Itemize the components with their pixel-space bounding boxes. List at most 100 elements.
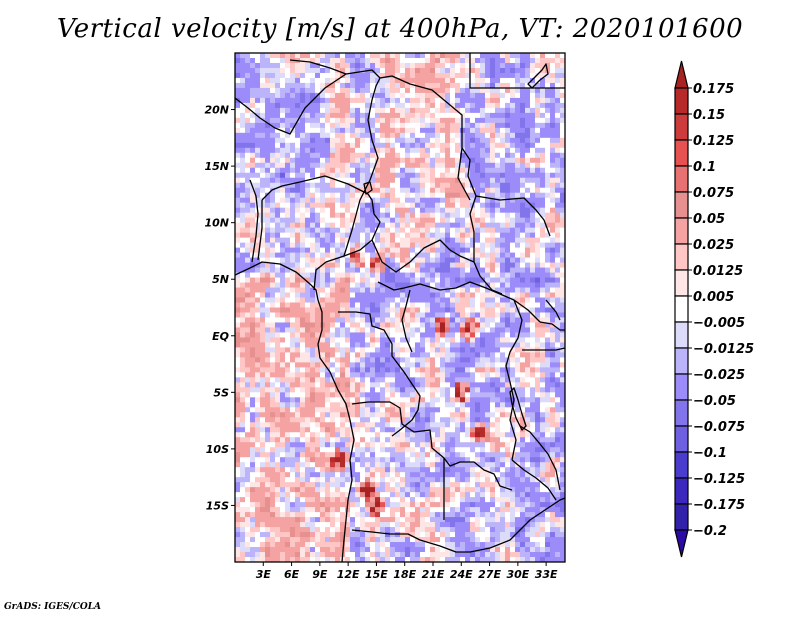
field-cell bbox=[380, 107, 386, 114]
field-cell bbox=[275, 247, 281, 254]
field-cell bbox=[305, 412, 311, 418]
field-cell bbox=[280, 222, 286, 229]
field-cell bbox=[415, 277, 421, 284]
field-cell bbox=[535, 127, 541, 134]
field-cell bbox=[235, 407, 241, 413]
field-cell bbox=[425, 397, 431, 403]
field-cell bbox=[240, 322, 246, 329]
field-cell bbox=[280, 62, 286, 69]
field-cell bbox=[525, 142, 531, 149]
field-cell bbox=[550, 112, 556, 119]
field-cell bbox=[460, 217, 466, 224]
field-cell bbox=[545, 272, 551, 279]
field-cell bbox=[340, 337, 346, 344]
field-cell bbox=[235, 397, 241, 403]
field-cell bbox=[300, 272, 306, 279]
field-cell bbox=[445, 132, 451, 139]
field-cell bbox=[350, 252, 356, 259]
field-cell bbox=[400, 252, 406, 259]
field-cell bbox=[485, 177, 491, 184]
field-cell bbox=[260, 97, 266, 104]
field-cell bbox=[250, 62, 256, 69]
field-cell bbox=[390, 242, 396, 249]
field-cell bbox=[445, 187, 451, 194]
field-cell bbox=[490, 232, 496, 239]
field-cell bbox=[515, 127, 521, 134]
field-cell bbox=[435, 207, 441, 214]
field-cell bbox=[320, 362, 326, 368]
field-cell bbox=[350, 127, 356, 134]
field-cell bbox=[260, 172, 266, 179]
field-cell bbox=[365, 157, 371, 164]
field-cell bbox=[245, 112, 251, 119]
field-cell bbox=[285, 347, 291, 354]
field-cell bbox=[380, 292, 386, 299]
field-cell bbox=[505, 392, 511, 398]
field-cell bbox=[330, 127, 336, 134]
field-cell bbox=[295, 187, 301, 194]
field-cell bbox=[500, 322, 506, 329]
field-cell bbox=[305, 392, 311, 398]
field-cell bbox=[330, 267, 336, 274]
field-cell bbox=[275, 212, 281, 219]
field-cell bbox=[430, 147, 436, 154]
field-cell bbox=[400, 182, 406, 189]
field-cell bbox=[345, 422, 351, 428]
field-cell bbox=[280, 202, 286, 209]
field-cell bbox=[340, 167, 346, 174]
field-cell bbox=[390, 427, 396, 433]
field-cell bbox=[265, 397, 271, 403]
field-cell bbox=[485, 312, 491, 319]
field-cell bbox=[440, 267, 446, 274]
field-cell bbox=[250, 417, 256, 423]
field-cell bbox=[410, 212, 416, 219]
field-cell bbox=[295, 322, 301, 329]
field-cell bbox=[350, 112, 356, 119]
field-cell bbox=[265, 257, 271, 264]
field-cell bbox=[465, 222, 471, 229]
field-cell bbox=[475, 347, 481, 354]
field-cell bbox=[360, 92, 366, 99]
field-cell bbox=[400, 112, 406, 119]
field-cell bbox=[360, 407, 366, 413]
field-cell bbox=[480, 87, 486, 94]
field-cell bbox=[320, 322, 326, 329]
field-cell bbox=[375, 322, 381, 329]
field-cell bbox=[510, 127, 516, 134]
field-cell bbox=[400, 362, 406, 368]
field-cell bbox=[405, 137, 411, 144]
field-cell bbox=[525, 157, 531, 164]
field-cell bbox=[270, 97, 276, 104]
field-cell bbox=[355, 267, 361, 274]
field-cell bbox=[510, 102, 516, 109]
field-cell bbox=[430, 342, 436, 349]
field-cell bbox=[545, 92, 551, 99]
field-cell bbox=[400, 132, 406, 139]
field-cell bbox=[450, 77, 456, 84]
field-cell bbox=[420, 152, 426, 159]
field-cell bbox=[515, 102, 521, 109]
field-cell bbox=[350, 327, 356, 334]
field-cell bbox=[475, 372, 481, 378]
field-cell bbox=[520, 247, 526, 254]
field-cell bbox=[550, 422, 556, 428]
field-cell bbox=[235, 182, 241, 189]
field-cell bbox=[400, 417, 406, 423]
field-cell bbox=[500, 262, 506, 269]
field-cell bbox=[450, 117, 456, 124]
field-cell bbox=[425, 352, 431, 358]
field-cell bbox=[240, 292, 246, 299]
field-cell bbox=[355, 347, 361, 354]
field-cell bbox=[510, 242, 516, 249]
field-cell bbox=[265, 367, 271, 373]
field-cell bbox=[395, 277, 401, 284]
field-cell bbox=[425, 82, 431, 89]
field-cell bbox=[515, 162, 521, 169]
field-cell bbox=[375, 237, 381, 244]
field-cell bbox=[485, 92, 491, 99]
field-cell bbox=[360, 82, 366, 89]
field-cell bbox=[255, 62, 261, 69]
field-cell bbox=[260, 257, 266, 264]
field-cell bbox=[250, 382, 256, 388]
field-cell bbox=[380, 117, 386, 124]
